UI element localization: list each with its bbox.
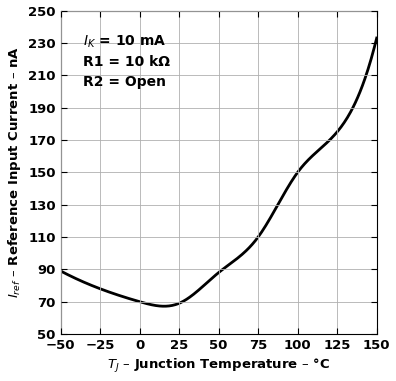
X-axis label: $T_J$ – Junction Temperature – °C: $T_J$ – Junction Temperature – °C <box>107 357 330 375</box>
Y-axis label: $I_{ref}$ – Reference Input Current – nA: $I_{ref}$ – Reference Input Current – nA <box>6 46 23 298</box>
Text: $I_K$ = 10 mA
R1 = 10 kΩ
R2 = Open: $I_K$ = 10 mA R1 = 10 kΩ R2 = Open <box>83 33 170 89</box>
